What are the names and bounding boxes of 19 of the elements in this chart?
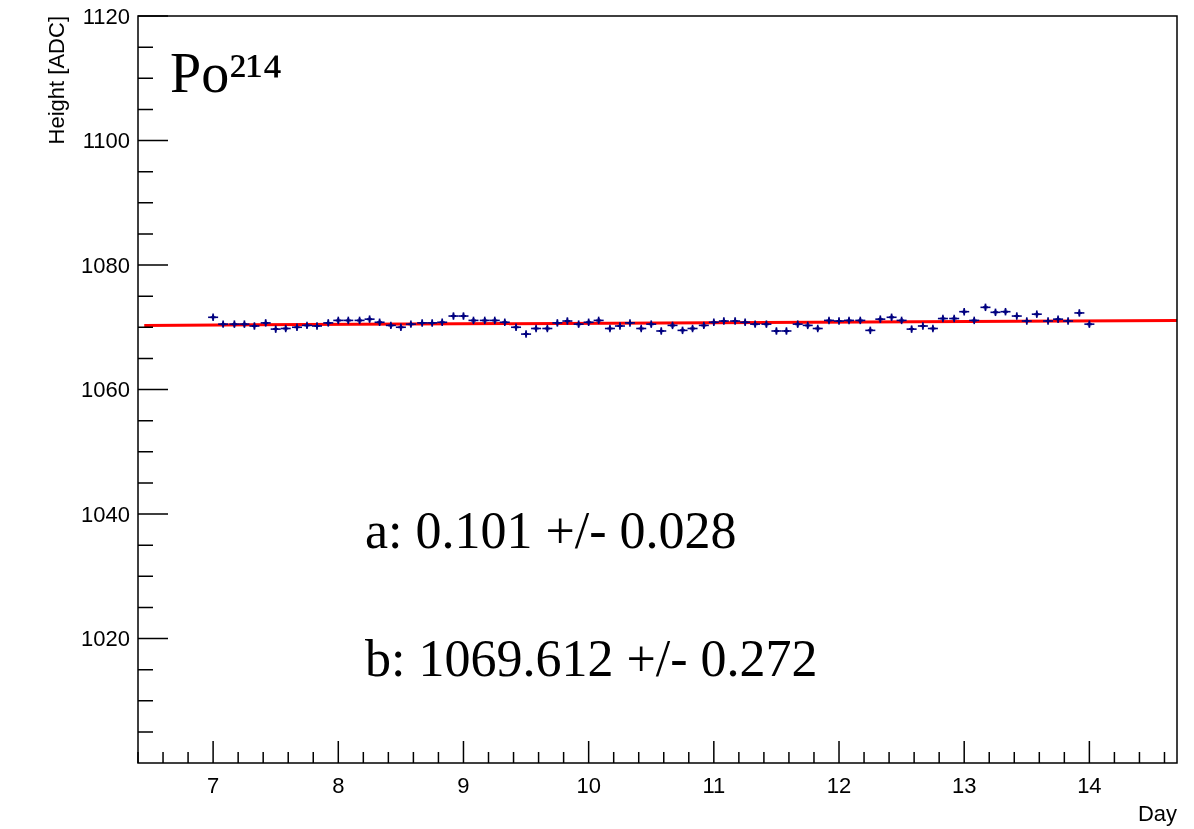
x-tick-label: 14 [1077,773,1102,798]
x-tick-label: 9 [457,773,470,798]
x-tick-label: 11 [702,773,726,798]
x-tick-label: 8 [332,773,345,798]
y-tick-label: 1040 [81,501,130,527]
y-tick-label: 1080 [81,252,130,278]
x-tick-label: 13 [951,773,977,798]
y-tick-label: 1060 [81,377,130,403]
annotation: a: 0.101 +/- 0.028 [365,502,737,559]
x-axis-title: Day [1137,801,1177,826]
annotation: Po²¹⁴ [170,42,283,104]
x-tick-label: 12 [826,773,852,798]
y-tick-label: 1020 [81,626,130,652]
x-tick-label: 10 [576,773,601,798]
y-axis-title: Height [ADC] [43,16,69,145]
y-tick-label: 1100 [82,128,130,154]
annotation: b: 1069.612 +/- 0.272 [365,630,818,687]
y-tick-label: 1120 [82,3,130,29]
x-tick-label: 7 [206,773,220,798]
